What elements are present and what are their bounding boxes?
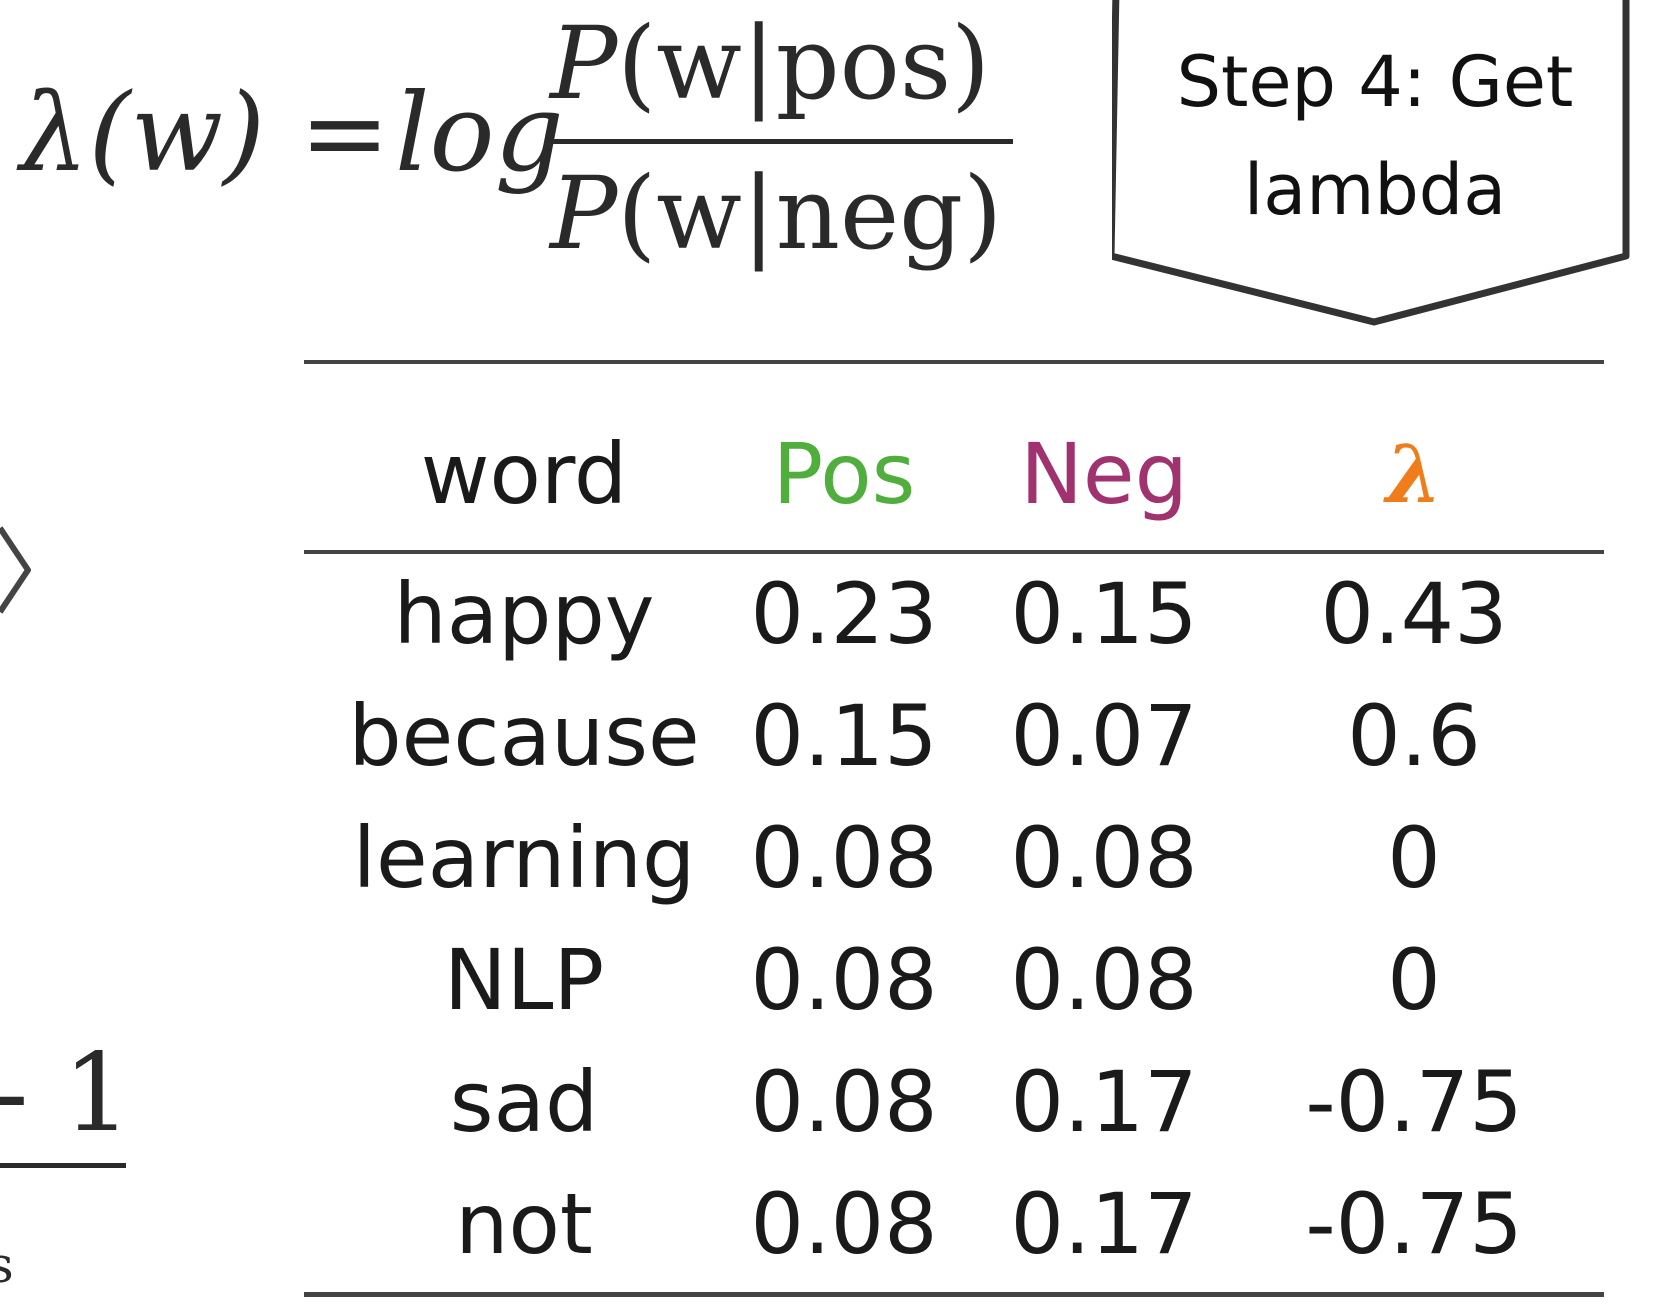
cell-pos: 0.23 <box>750 565 938 663</box>
chevron-right-icon <box>0 526 31 614</box>
lambda-formula: λ(w) = log P(w|pos) P(w|neg) <box>20 14 1013 278</box>
cell-lambda: 0.6 <box>1347 687 1481 785</box>
cell-pos: 0.08 <box>750 809 938 907</box>
table-header-row: word Pos Neg λ <box>304 404 1604 544</box>
table-header-rule <box>304 550 1604 554</box>
table-row: NLP 0.08 0.08 0 <box>304 918 1604 1042</box>
header-pos: Pos <box>772 425 916 523</box>
callout-shape <box>1112 0 1630 326</box>
cell-lambda: -0.75 <box>1305 1053 1523 1151</box>
fragment-fraction-bar <box>0 1163 126 1168</box>
cell-lambda: 0 <box>1387 931 1441 1029</box>
cell-neg: 0.08 <box>1010 931 1198 1029</box>
cell-word: happy <box>393 565 655 663</box>
denominator-fn: P <box>550 155 618 272</box>
table-row: sad 0.08 0.17 -0.75 <box>304 1040 1604 1164</box>
formula-denominator: P(w|neg) <box>550 164 1002 264</box>
fragment-minus-one: - 1 <box>0 1031 132 1156</box>
cell-lambda: -0.75 <box>1305 1175 1523 1273</box>
cell-pos: 0.08 <box>750 1053 938 1151</box>
header-lambda: λ <box>1385 427 1443 521</box>
cell-word: not <box>455 1175 593 1273</box>
cell-lambda: 0.43 <box>1320 565 1508 663</box>
cell-pos: 0.08 <box>750 1175 938 1273</box>
cell-lambda: 0 <box>1387 809 1441 907</box>
step-label-line2: lambda <box>1243 149 1507 231</box>
cell-neg: 0.07 <box>1010 687 1198 785</box>
cell-neg: 0.08 <box>1010 809 1198 907</box>
table-top-rule <box>304 360 1604 364</box>
table-row: learning 0.08 0.08 0 <box>304 796 1604 920</box>
table-row: because 0.15 0.07 0.6 <box>304 674 1604 798</box>
cell-word: NLP <box>443 931 605 1029</box>
fragment-s: s <box>0 1236 14 1294</box>
header-neg: Neg <box>1020 425 1188 523</box>
table-bottom-rule <box>304 1292 1604 1297</box>
header-word: word <box>420 425 628 523</box>
cell-word: sad <box>449 1053 599 1151</box>
cell-pos: 0.15 <box>750 687 938 785</box>
formula-log: log <box>395 71 564 196</box>
cell-neg: 0.15 <box>1010 565 1198 663</box>
cell-neg: 0.17 <box>1010 1053 1198 1151</box>
denominator-arg: (w|neg) <box>617 155 1003 272</box>
cell-word: learning <box>352 809 696 907</box>
table-row: happy 0.23 0.15 0.43 <box>304 552 1604 676</box>
numerator-fn: P <box>550 5 618 122</box>
step-callout: Step 4: Get lambda <box>1112 0 1638 332</box>
cell-pos: 0.08 <box>750 931 938 1029</box>
formula-numerator: P(w|pos) <box>550 14 990 114</box>
formula-lhs: λ(w) = <box>20 71 390 196</box>
step-label-line1: Step 4: Get <box>1176 41 1574 123</box>
numerator-arg: (w|pos) <box>617 5 991 122</box>
step-label: Step 4: Get lambda <box>1112 28 1638 244</box>
fraction-bar <box>548 139 1013 144</box>
cell-word: because <box>348 687 700 785</box>
table-row: not 0.08 0.17 -0.75 <box>304 1162 1604 1286</box>
cell-neg: 0.17 <box>1010 1175 1198 1273</box>
